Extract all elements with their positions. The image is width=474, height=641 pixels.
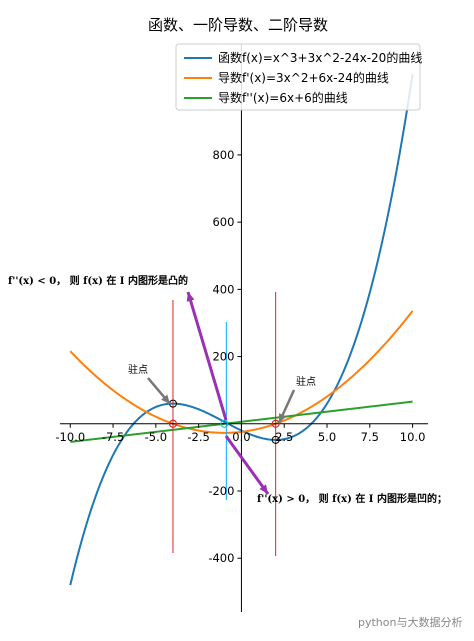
x-tick-label: 7.5 [361,430,379,444]
arrow-concave-down [186,291,228,421]
zero-crossing-marker [168,419,178,428]
stationary-point-marker [271,435,280,444]
arrow-stationary-right-head [279,413,287,423]
x-tick-label: 2.5 [275,430,293,444]
axes-group [60,44,428,612]
x-tick-label: -5.0 [145,430,167,444]
x-tick-label: 5.0 [318,430,336,444]
x-tick-label: -10.0 [55,430,85,444]
arrow-stationary-left-head [161,394,170,404]
y-tick-label: -200 [208,484,234,498]
legend: 函数f(x)=x^3+3x^2-24x-20的曲线导数f'(x)=3x^2+6x… [175,43,422,111]
y-tick-label: 200 [212,350,234,364]
x-tick-label: -2.5 [187,430,209,444]
x-tick-label: 10.0 [400,430,426,444]
annotation-stationary-left: 驻点 [128,363,148,376]
arrow-concave-down-head [186,292,195,302]
x-tick-label: 0.0 [232,430,250,444]
x-tick-label: -7.5 [102,430,124,444]
annotation-arrows [147,291,296,495]
legend-label-2: 导数f'(x)=3x^2+6x-24的曲线 [218,70,389,85]
annotation-stationary-right: 驻点 [296,375,316,388]
legend-box [175,43,421,111]
zero-crossing-marker [220,419,229,428]
arrow-concave-up [224,435,270,495]
annotation-concave-down: f''(x) < 0， 则 f(x) 在 I 内图形是凸的 [8,274,188,287]
annotation-concave-up: f''(x) > 0， 则 f(x) 在 I 内图形是凹的； [257,492,447,505]
y-tick-label: 800 [212,148,234,162]
chart-title: 函数、一阶导数、二阶导数 [148,16,328,34]
y-tick-label: -400 [208,551,234,565]
legend-label-3: 导数f''(x)=6x+6的曲线 [218,90,348,105]
y-tick-label: 400 [212,282,234,296]
zero-crossing-marker [271,419,280,428]
y-tick-label: 600 [212,215,234,229]
legend-label-1: 函数f(x)=x^3+3x^2-24x-20的曲线 [218,50,422,65]
ticks-group: -10.0 -7.5 -5.0 -2.5 0.0 2.5 5.0 7.5 10.0 -400 -20… [55,148,425,565]
watermark: python与大数据分析 [358,615,462,629]
arrow-concave-up-head [259,484,268,494]
